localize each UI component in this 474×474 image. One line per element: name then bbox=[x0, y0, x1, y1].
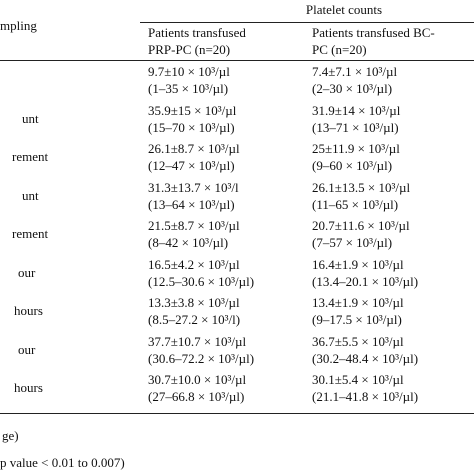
row-label: our bbox=[18, 341, 36, 357]
cell-line: 9.7±10 × 10³/µl bbox=[148, 64, 230, 79]
cell-line: (30.6–72.2 × 10³/µl) bbox=[148, 350, 255, 366]
cell-line: 13.3±3.8 × 10³/µl bbox=[148, 295, 240, 310]
cell-line: (2–30 × 10³/µl) bbox=[312, 81, 393, 96]
cell-line: (13.4–20.1 × 10³/µl) bbox=[312, 273, 419, 289]
cell-line: 7.4±7.1 × 10³/µl bbox=[312, 64, 398, 79]
cell-line: 26.1±13.5 × 10³/µl bbox=[312, 179, 411, 195]
cell-line: 13.4±1.9 × 10³/µl bbox=[312, 295, 404, 310]
cell-line: (11–65 × 10³/µl) bbox=[312, 196, 399, 212]
cell-line: (27–66.8 × 10³/µl) bbox=[148, 389, 245, 404]
cell-line: (7–57 × 10³/µl) bbox=[312, 235, 393, 250]
rule bbox=[0, 413, 474, 414]
cell-line: 26.1±8.7 × 10³/µl bbox=[148, 141, 240, 156]
cell-line: (21.1–41.8 × 10³/µl) bbox=[312, 389, 419, 404]
row-label: rement bbox=[12, 226, 49, 241]
row-label: rement bbox=[12, 149, 49, 164]
cell-line: (12.5–30.6 × 10³/µl) bbox=[148, 273, 255, 289]
cell-line: 35.9±15 × 10³/µl bbox=[148, 102, 237, 118]
group-header: Platelet counts bbox=[305, 2, 383, 17]
cell-line: (9–60 × 10³/µl) bbox=[312, 158, 393, 173]
cell-line: (13–64 × 10³/µl) bbox=[148, 196, 235, 212]
cell-line: (8.5–27.2 × 10³/l) bbox=[148, 312, 241, 327]
row-label: unt bbox=[22, 187, 39, 203]
cell-line: 30.7±10.0 × 10³/µl bbox=[148, 372, 247, 387]
cell-line: 37.7±10.7 × 10³/µl bbox=[148, 333, 247, 349]
cell-line: (8–42 × 10³/µl) bbox=[148, 235, 229, 250]
cell-line: 31.3±13.7 × 10³/l bbox=[148, 179, 239, 195]
cell-line: 30.1±5.4 × 10³/µl bbox=[312, 372, 404, 387]
cell-line: 36.7±5.5 × 10³/µl bbox=[312, 333, 404, 349]
footnote: ge) bbox=[2, 428, 19, 443]
row-label: hours bbox=[14, 303, 43, 318]
cell-line: 20.7±11.6 × 10³/µl bbox=[312, 218, 410, 233]
footnote: p value < 0.01 to 0.007) bbox=[0, 455, 125, 470]
cell-line: 16.5±4.2 × 10³/µl bbox=[148, 256, 240, 272]
row-label: unt bbox=[22, 110, 39, 126]
cell-line: 16.4±1.9 × 10³/µl bbox=[312, 256, 404, 272]
cell-line: (30.2–48.4 × 10³/µl) bbox=[312, 350, 419, 366]
column-header: PRP-PC (n=20) bbox=[148, 42, 231, 57]
cell-line: 21.5±8.7 × 10³/µl bbox=[148, 218, 240, 233]
cell-line: 25±11.9 × 10³/µl bbox=[312, 141, 400, 156]
column-header: PC (n=20) bbox=[312, 42, 367, 57]
rule bbox=[140, 22, 474, 23]
cell-line: (15–70 × 10³/µl) bbox=[148, 119, 235, 135]
row-label: hours bbox=[14, 380, 43, 395]
cell-line: (1–35 × 10³/µl) bbox=[148, 81, 229, 96]
rule bbox=[0, 60, 474, 61]
column-header: Patients transfused BC- bbox=[312, 25, 435, 40]
cell-line: (13–71 × 10³/µl) bbox=[312, 119, 399, 135]
cell-line: 31.9±14 × 10³/µl bbox=[312, 102, 401, 118]
column-header: Patients transfused bbox=[148, 25, 246, 40]
sampling-header: mpling bbox=[0, 18, 37, 33]
cell-line: (9–17.5 × 10³/µl) bbox=[312, 312, 402, 327]
cell-line: (12–47 × 10³/µl) bbox=[148, 158, 235, 173]
row-label: our bbox=[18, 264, 36, 280]
